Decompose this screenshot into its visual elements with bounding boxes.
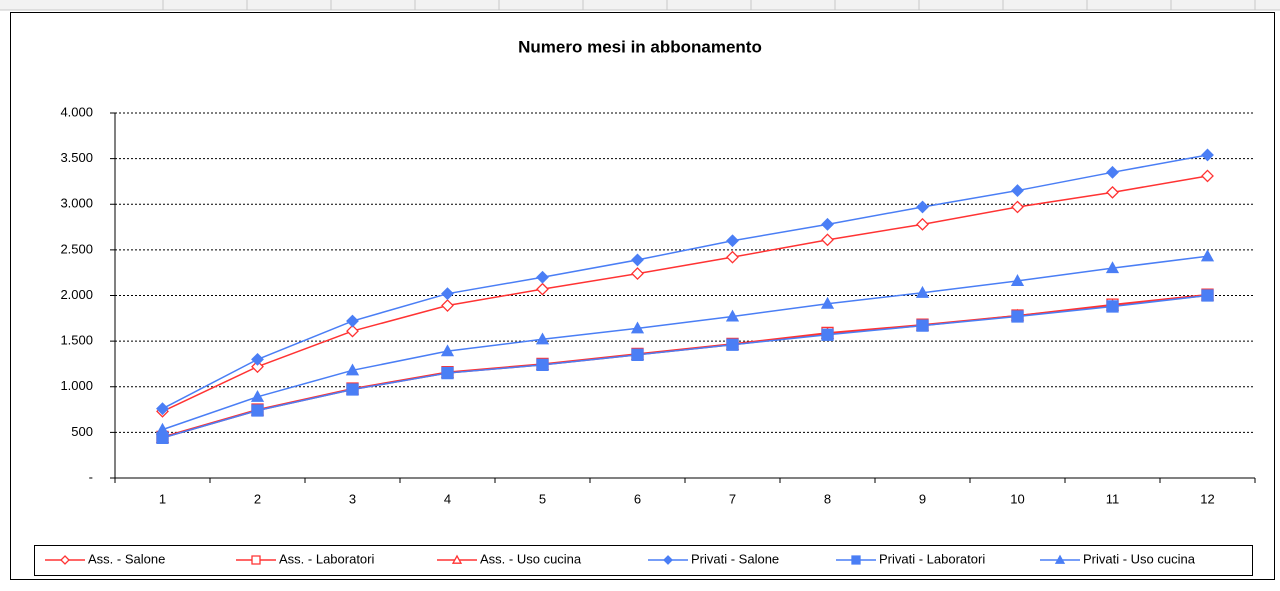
- marker: [915, 285, 930, 298]
- x-tick-label: 12: [1200, 491, 1214, 506]
- marker: [251, 360, 264, 374]
- legend-item: Ass. - Uso cucina: [437, 551, 582, 566]
- marker: [821, 328, 834, 341]
- series: [156, 148, 1214, 416]
- x-tick-label: 10: [1010, 491, 1024, 506]
- marker: [726, 338, 739, 351]
- marker: [346, 324, 359, 338]
- marker: [440, 344, 455, 357]
- sheet-row: [0, 0, 1280, 10]
- x-tick-label: 6: [634, 491, 641, 506]
- y-tick-label: 4.000: [60, 104, 93, 119]
- y-tick-label: 2.500: [60, 241, 93, 256]
- y-tick-label: 1.000: [60, 378, 93, 393]
- legend-label: Privati - Salone: [691, 551, 779, 566]
- chart-title: Numero mesi in abbonamento: [518, 37, 762, 56]
- y-tick-label: 2.000: [60, 287, 93, 302]
- sheet-cells: [0, 0, 1280, 11]
- marker: [536, 270, 549, 284]
- marker: [441, 299, 454, 312]
- legend-label: Ass. - Uso cucina: [480, 551, 582, 566]
- marker: [1200, 249, 1215, 262]
- marker: [631, 267, 644, 281]
- marker: [663, 555, 673, 565]
- marker: [821, 217, 834, 231]
- legend-label: Ass. - Salone: [88, 551, 165, 566]
- y-tick-label: 3.500: [60, 150, 93, 165]
- marker: [1011, 310, 1024, 323]
- marker: [851, 555, 861, 565]
- marker: [916, 319, 929, 332]
- marker: [251, 555, 261, 565]
- marker: [535, 332, 550, 345]
- series: [156, 169, 1214, 418]
- marker: [1201, 169, 1214, 183]
- marker: [1010, 274, 1025, 286]
- marker: [441, 287, 454, 301]
- marker: [726, 234, 739, 248]
- legend-label: Privati - Laboratori: [879, 551, 985, 566]
- marker: [1201, 148, 1214, 162]
- marker: [1011, 184, 1024, 197]
- marker: [725, 309, 740, 322]
- marker: [250, 389, 265, 402]
- x-tick-label: 1: [159, 491, 166, 506]
- x-tick-label: 11: [1106, 491, 1120, 506]
- x-tick-label: 2: [254, 491, 261, 506]
- legend-item: Ass. - Laboratori: [236, 551, 374, 566]
- series-line: [162, 294, 1208, 439]
- marker: [1106, 300, 1119, 313]
- x-tick-label: 8: [824, 491, 831, 506]
- marker: [155, 422, 170, 435]
- marker: [631, 253, 644, 267]
- series-line: [162, 175, 1208, 413]
- series: [156, 289, 1214, 445]
- x-tick-label: 9: [919, 491, 926, 506]
- marker: [821, 233, 834, 247]
- marker: [916, 217, 929, 231]
- marker: [251, 352, 264, 366]
- marker: [916, 200, 929, 214]
- marker: [1105, 261, 1120, 274]
- marker: [1201, 289, 1214, 302]
- x-tick-label: 7: [729, 491, 736, 506]
- marker: [60, 555, 70, 565]
- marker: [631, 348, 644, 361]
- legend-item: Privati - Uso cucina: [1040, 551, 1196, 566]
- marker: [630, 321, 645, 334]
- marker: [441, 366, 454, 380]
- x-tick-label: 5: [539, 491, 546, 506]
- x-tick-label: 3: [349, 491, 356, 506]
- y-tick-label: 3.000: [60, 196, 93, 211]
- marker: [156, 402, 169, 416]
- legend-label: Ass. - Laboratori: [279, 551, 374, 566]
- marker: [345, 363, 360, 376]
- marker: [1106, 185, 1119, 199]
- marker: [820, 296, 835, 309]
- legend-label: Privati - Uso cucina: [1083, 551, 1196, 566]
- marker: [726, 250, 739, 264]
- marker: [451, 554, 463, 564]
- marker: [536, 282, 549, 296]
- marker: [346, 383, 359, 396]
- marker: [1106, 165, 1119, 179]
- y-tick-label: 1.500: [60, 333, 93, 348]
- legend-item: Privati - Laboratori: [836, 551, 985, 566]
- series: [155, 249, 1215, 435]
- marker: [1011, 200, 1024, 214]
- legend-item: Privati - Salone: [648, 551, 779, 566]
- marker: [536, 358, 549, 372]
- series-line: [162, 154, 1208, 410]
- marker: [251, 404, 264, 417]
- x-tick-label: 4: [444, 491, 451, 506]
- legend-item: Ass. - Salone: [45, 551, 165, 566]
- marker: [1054, 554, 1066, 564]
- y-tick-label: 500: [71, 424, 93, 439]
- y-tick-label: -: [89, 469, 93, 484]
- series-line: [162, 255, 1208, 431]
- marker: [346, 314, 359, 328]
